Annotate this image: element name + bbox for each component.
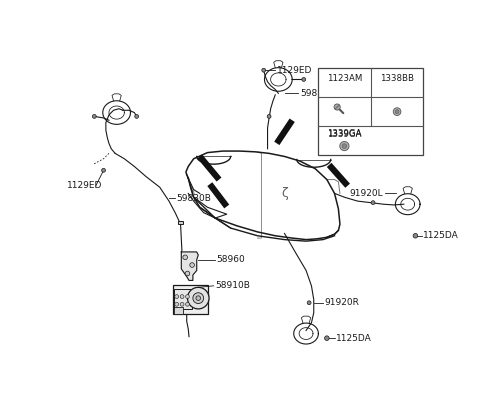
Bar [178, 221, 183, 224]
Circle shape [340, 142, 349, 151]
Text: 1125DA: 1125DA [336, 334, 372, 343]
Text: 58910B: 58910B [215, 281, 250, 290]
FancyBboxPatch shape [173, 285, 208, 314]
Text: 58960: 58960 [217, 255, 245, 264]
Circle shape [262, 68, 265, 72]
Bar [174, 289, 192, 309]
Circle shape [196, 296, 201, 300]
Circle shape [186, 295, 190, 298]
Circle shape [307, 301, 311, 305]
Circle shape [180, 295, 184, 298]
Bar [174, 307, 183, 314]
Bar [318, 68, 423, 155]
Circle shape [413, 233, 418, 238]
Text: 91920R: 91920R [324, 298, 360, 307]
Circle shape [135, 115, 139, 119]
Circle shape [183, 255, 188, 260]
Circle shape [371, 201, 375, 205]
Circle shape [180, 302, 184, 306]
Text: 59810B: 59810B [300, 89, 335, 98]
Text: 91920L: 91920L [349, 189, 383, 198]
Text: 1339GA: 1339GA [327, 130, 361, 139]
Circle shape [395, 110, 399, 114]
Circle shape [188, 287, 209, 309]
Circle shape [186, 302, 190, 306]
Circle shape [190, 263, 194, 267]
Text: 1339GA: 1339GA [327, 129, 361, 138]
Circle shape [175, 302, 179, 306]
Text: ζ: ζ [281, 187, 288, 200]
Circle shape [393, 108, 401, 115]
Circle shape [175, 295, 179, 298]
Circle shape [302, 77, 306, 81]
Circle shape [324, 336, 329, 340]
Circle shape [92, 115, 96, 119]
Circle shape [334, 104, 340, 110]
Text: 59830B: 59830B [176, 194, 211, 203]
Circle shape [267, 115, 271, 119]
Polygon shape [181, 252, 198, 280]
Text: 1123AM: 1123AM [327, 73, 362, 83]
Circle shape [193, 293, 204, 304]
Circle shape [185, 271, 190, 276]
Text: 1338BB: 1338BB [380, 73, 414, 83]
Circle shape [102, 168, 106, 172]
Text: 1129ED: 1129ED [277, 66, 312, 75]
Text: 1129ED: 1129ED [67, 181, 103, 190]
Circle shape [342, 144, 347, 148]
Text: 1125DA: 1125DA [423, 231, 459, 240]
